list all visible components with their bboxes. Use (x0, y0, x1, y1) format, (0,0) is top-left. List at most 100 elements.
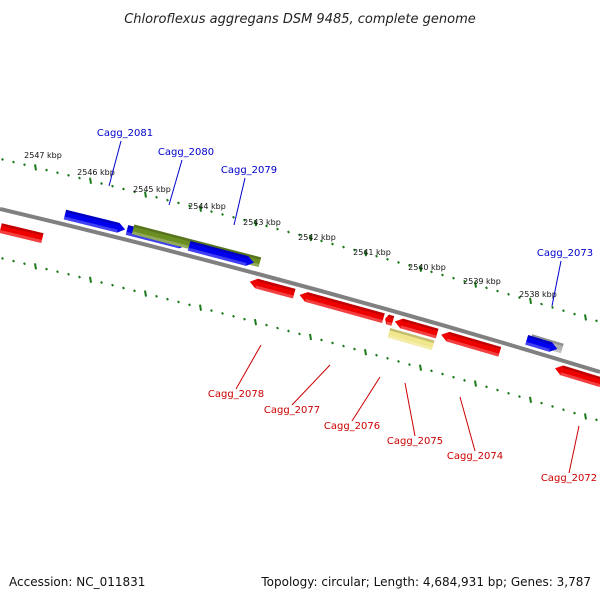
outer-tick (463, 279, 466, 283)
gene-feature-cagg-2072 (555, 365, 600, 388)
outer-tick (210, 210, 213, 213)
gene-label-leader (404, 382, 416, 437)
inner-tick (309, 333, 312, 341)
inner-tick (144, 290, 147, 297)
outer-tick (518, 296, 521, 299)
inner-tick (331, 341, 334, 345)
outer-tick (12, 160, 15, 164)
outer-tick (309, 234, 312, 242)
outer-tick (221, 212, 224, 216)
outer-tick (177, 201, 180, 205)
outer-tick (342, 245, 345, 249)
inner-tick (386, 356, 389, 360)
gene-feature-blue-2073b (525, 335, 558, 352)
inner-tick (89, 276, 92, 283)
inner-tick (100, 281, 103, 284)
outer-tick (595, 319, 598, 323)
gene-label-cagg-2080: Cagg_2080 (158, 147, 214, 158)
accession-text: Accession: NC_011831 (9, 575, 146, 589)
inner-tick (199, 304, 202, 311)
gene-label-cagg-2081: Cagg_2081 (97, 128, 153, 139)
inner-tick (353, 347, 356, 351)
inner-tick (507, 391, 510, 395)
outer-tick (441, 273, 444, 277)
inner-tick (452, 375, 455, 379)
inner-tick (595, 418, 598, 422)
gene-label-leader (108, 140, 122, 187)
inner-tick (584, 413, 587, 420)
outer-tick (122, 187, 125, 191)
inner-tick (133, 289, 136, 293)
outer-tick (45, 168, 48, 172)
inner-tick (551, 404, 554, 408)
outer-tick (364, 249, 367, 257)
scale-label: 2545 kbp (133, 185, 171, 194)
scale-label: 2546 kbp (77, 168, 115, 177)
inner-tick (320, 338, 323, 342)
outer-tick (562, 309, 565, 313)
gene-label-leader (235, 344, 262, 390)
gene-label-cagg-2076: Cagg_2076 (324, 421, 380, 432)
outer-tick (199, 205, 202, 212)
outer-tick (89, 177, 92, 184)
inner-tick (188, 303, 191, 307)
outer-tick (100, 182, 103, 185)
inner-tick (463, 378, 466, 382)
gene-feature-cagg-2075 (387, 328, 435, 351)
inner-tick (430, 369, 433, 373)
inner-tick (342, 344, 345, 348)
inner-tick (166, 297, 169, 301)
inner-tick-ruler (1, 257, 598, 422)
outer-tick (485, 286, 488, 290)
gene-label-leader (233, 177, 246, 226)
inner-tick (45, 267, 48, 271)
gene-feature-cagg-2076 (385, 314, 395, 326)
scale-label: 2544 kbp (188, 202, 226, 211)
scale-label: 2538 kbp (519, 290, 557, 299)
gene-label-leader (291, 364, 331, 406)
gene-label-leader (459, 396, 476, 452)
outer-tick (584, 314, 587, 321)
outer-tick (474, 281, 477, 288)
gene-feature-cagg-2074 (441, 331, 502, 357)
inner-tick (408, 363, 411, 367)
inner-tick (298, 332, 301, 336)
inner-tick (23, 262, 26, 266)
scale-labels: 2547 kbp 2546 kbp 2545 kbp 2544 kbp 2543 kbp… (24, 151, 557, 299)
genome-backbone (0, 207, 600, 374)
gene-label-cagg-2078: Cagg_2078 (208, 389, 264, 400)
inner-tick (155, 294, 158, 298)
outer-tick (430, 270, 433, 274)
inner-tick (529, 396, 532, 403)
gene-label-cagg-2074: Cagg_2074 (447, 451, 503, 462)
outer-tick (188, 204, 191, 208)
inner-tick (276, 326, 279, 330)
outer-tick (34, 164, 37, 171)
inner-tick (540, 401, 543, 405)
outer-tick (353, 248, 356, 252)
gene-label-leader (568, 425, 580, 474)
inner-tick (78, 275, 81, 279)
gene-feature-red-2075b (394, 318, 439, 339)
scale-label: 2539 kbp (463, 277, 501, 286)
outer-tick (496, 289, 499, 293)
inner-tick (364, 348, 367, 356)
outer-tick (111, 184, 114, 188)
gene-label-cagg-2079: Cagg_2079 (221, 165, 277, 176)
outer-tick (276, 227, 279, 231)
gene-labels: Cagg_2081 Cagg_2080 Cagg_2079 Cagg_2073 Cagg… (97, 128, 597, 484)
inner-tick (518, 395, 521, 398)
outer-tick (573, 312, 576, 316)
inner-tick (375, 353, 378, 357)
gene-label-leader (351, 376, 381, 422)
scale-label: 2540 kbp (408, 263, 446, 272)
inner-tick (111, 283, 114, 287)
topology-text: Topology: circular; Length: 4,684,931 bp… (261, 575, 591, 589)
scale-label: 2542 kbp (298, 233, 336, 242)
outer-tick (155, 195, 158, 199)
outer-tick (298, 233, 301, 237)
gene-label-leader (168, 159, 183, 206)
outer-tick (1, 158, 4, 161)
scale-label: 2543 kbp (243, 218, 281, 227)
scale-label: 2541 kbp (353, 248, 391, 257)
